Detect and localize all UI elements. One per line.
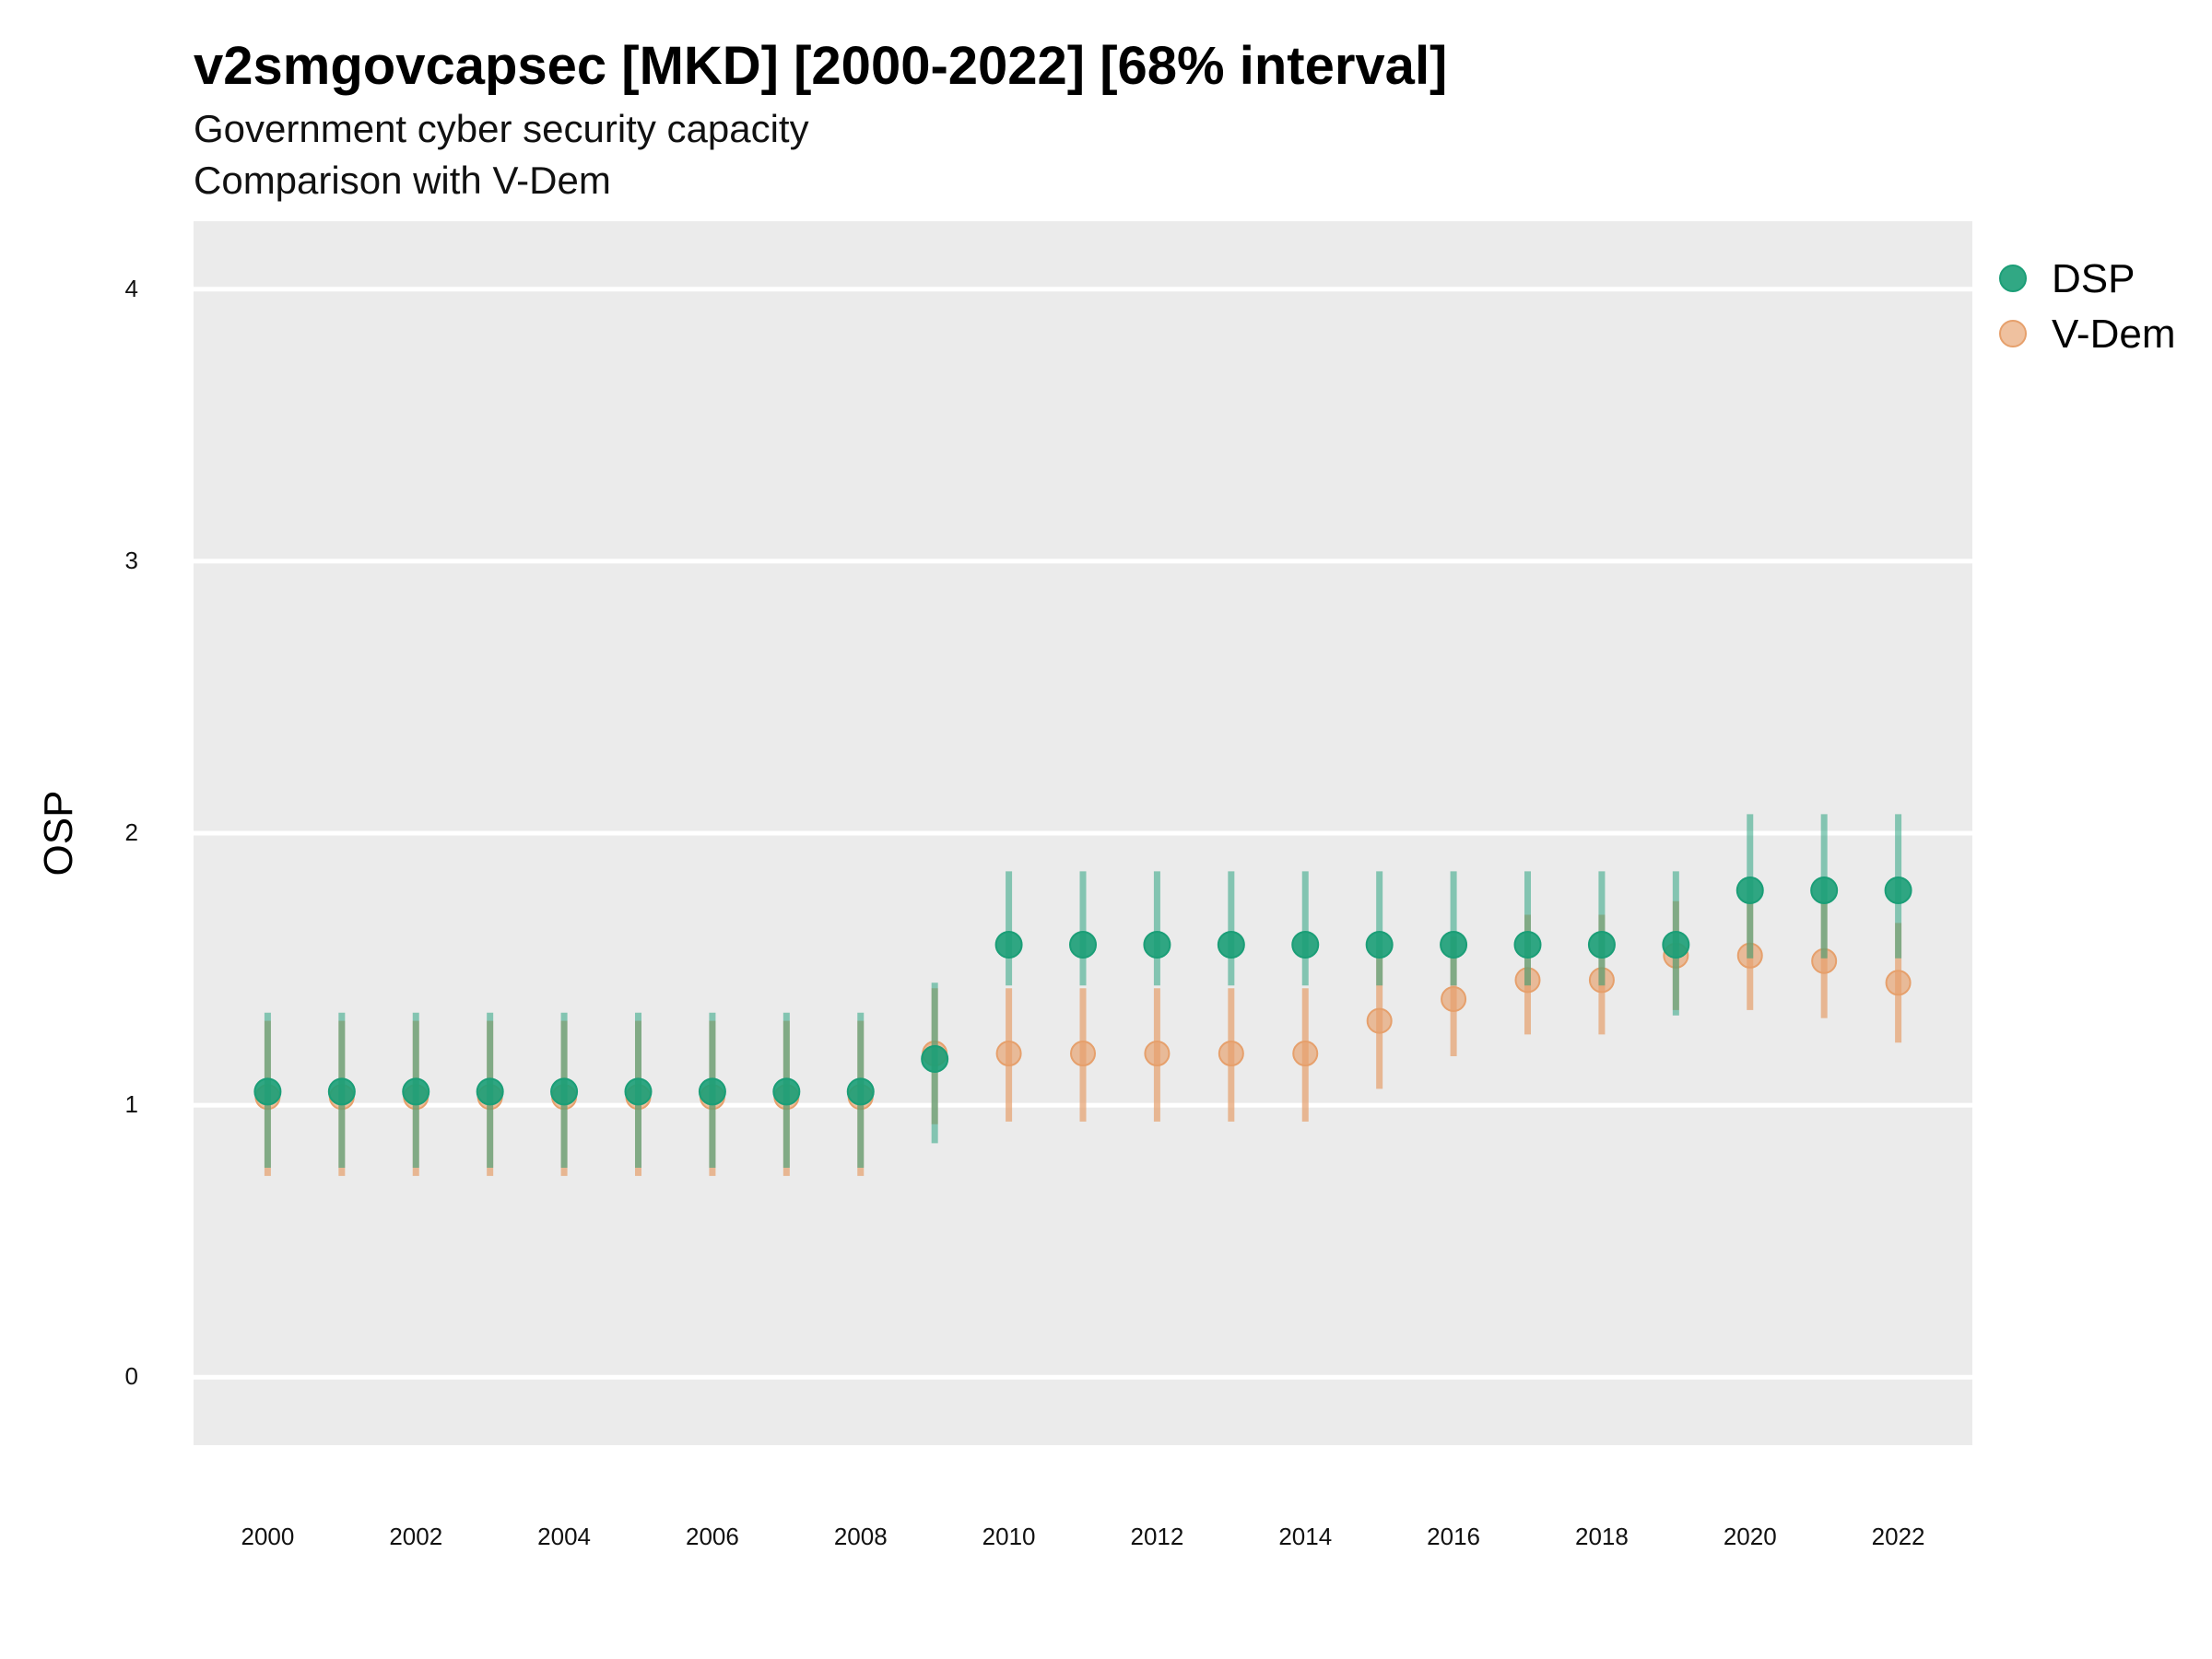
point-dsp bbox=[921, 1044, 949, 1073]
x-tick-label: 2002 bbox=[389, 1523, 442, 1550]
x-tick-label: 2012 bbox=[1130, 1523, 1183, 1550]
point-dsp bbox=[550, 1077, 579, 1106]
y-tick-label: 0 bbox=[125, 1362, 138, 1390]
legend: DSP V-Dem bbox=[1999, 256, 2175, 357]
x-tick-label: 2006 bbox=[686, 1523, 739, 1550]
point-dsp bbox=[1735, 876, 1764, 904]
x-tick-labels: 2000 2002 2004 2006 2008 2010 2012 2014 2016 2018… bbox=[241, 1523, 1924, 1550]
point-v-dem bbox=[1144, 1041, 1171, 1067]
y-tick-label: 1 bbox=[125, 1090, 138, 1118]
point-dsp bbox=[624, 1077, 653, 1106]
point-dsp bbox=[1143, 930, 1171, 959]
point-dsp bbox=[1440, 930, 1468, 959]
chart-subtitle: Government cyber security capacity bbox=[194, 107, 809, 150]
point-dsp bbox=[1884, 876, 1912, 904]
point-dsp bbox=[1069, 930, 1097, 959]
y-tick-label: 3 bbox=[125, 547, 138, 574]
point-dsp bbox=[772, 1077, 801, 1106]
point-dsp bbox=[1365, 930, 1394, 959]
x-tick-label: 2016 bbox=[1427, 1523, 1480, 1550]
point-dsp bbox=[1217, 930, 1245, 959]
series-layer bbox=[253, 814, 1912, 1176]
x-tick-label: 2000 bbox=[241, 1523, 294, 1550]
point-dsp bbox=[327, 1077, 356, 1106]
y-tick-label: 4 bbox=[125, 275, 138, 302]
x-tick-label: 2008 bbox=[834, 1523, 888, 1550]
x-tick-label: 2018 bbox=[1575, 1523, 1629, 1550]
point-v-dem bbox=[1292, 1041, 1319, 1067]
chart-subtitle-secondary: Comparison with V-Dem bbox=[194, 159, 611, 202]
x-tick-label: 2020 bbox=[1724, 1523, 1777, 1550]
point-dsp bbox=[1662, 930, 1690, 959]
point-dsp bbox=[1513, 930, 1542, 959]
point-dsp bbox=[476, 1077, 504, 1106]
point-dsp bbox=[1810, 876, 1839, 904]
y-axis-label: OSP bbox=[36, 791, 81, 877]
chart-title: v2smgovcapsec [MKD] [2000-2022] [68% int… bbox=[194, 36, 1448, 96]
x-tick-label: 2010 bbox=[982, 1523, 1036, 1550]
point-v-dem bbox=[1441, 986, 1467, 1013]
point-dsp bbox=[1291, 930, 1320, 959]
legend-swatch-dsp bbox=[1999, 265, 2027, 292]
point-dsp bbox=[846, 1077, 875, 1106]
y-tick-labels: 0 1 2 3 4 bbox=[125, 275, 138, 1390]
series-dsp bbox=[253, 814, 1912, 1168]
point-v-dem bbox=[1218, 1041, 1244, 1067]
legend-swatch-v-dem bbox=[1999, 320, 2027, 347]
legend-label-v-dem: V-Dem bbox=[2052, 312, 2175, 357]
legend-label-dsp: DSP bbox=[2052, 256, 2135, 301]
x-tick-label: 2014 bbox=[1278, 1523, 1332, 1550]
x-tick-label: 2004 bbox=[537, 1523, 591, 1550]
point-dsp bbox=[994, 930, 1023, 959]
point-v-dem bbox=[1885, 970, 1912, 996]
y-tick-label: 2 bbox=[125, 818, 138, 846]
point-v-dem bbox=[995, 1041, 1022, 1067]
point-dsp bbox=[1587, 930, 1616, 959]
point-v-dem bbox=[1366, 1007, 1393, 1034]
point-v-dem bbox=[1070, 1041, 1096, 1067]
point-dsp bbox=[402, 1077, 430, 1106]
point-dsp bbox=[253, 1077, 282, 1106]
point-dsp bbox=[698, 1077, 726, 1106]
x-tick-label: 2022 bbox=[1872, 1523, 1925, 1550]
